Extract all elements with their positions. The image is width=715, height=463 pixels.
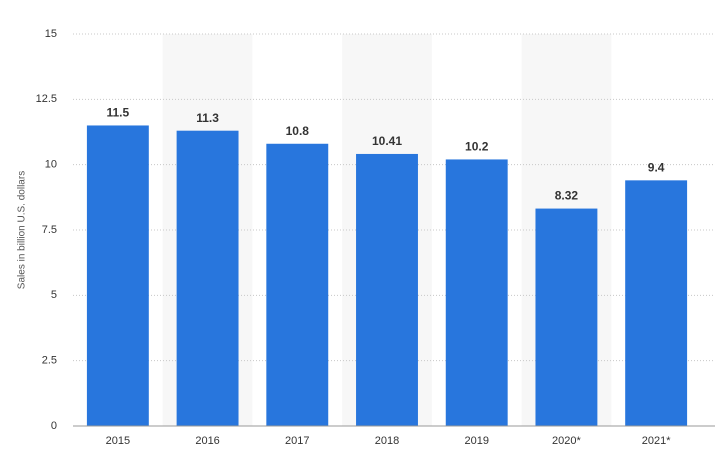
x-tick-label: 2020*: [552, 435, 581, 447]
value-label: 11.3: [196, 111, 219, 125]
value-label: 10.2: [465, 140, 489, 154]
y-axis-title: Sales in billion U.S. dollars: [17, 171, 28, 289]
value-label: 10.8: [286, 124, 310, 138]
bar: [625, 180, 688, 426]
bar: [176, 130, 239, 426]
y-tick-label: 5: [51, 289, 57, 301]
bar: [445, 159, 508, 426]
bar: [535, 208, 598, 426]
bar: [86, 125, 149, 426]
bar: [266, 143, 329, 426]
value-label: 8.32: [555, 189, 579, 203]
value-label: 10.41: [372, 134, 402, 148]
y-tick-label: 15: [45, 28, 57, 40]
y-tick-label: 0: [51, 420, 57, 432]
x-tick-label: 2018: [375, 435, 399, 447]
y-tick-label: 12.5: [36, 93, 57, 105]
value-label: 11.5: [107, 106, 130, 120]
x-tick-label: 2015: [106, 435, 130, 447]
value-label: 9.4: [648, 161, 665, 175]
x-tick-label: 2021*: [642, 435, 671, 447]
y-tick-label: 10: [45, 159, 57, 171]
x-tick-label: 2019: [464, 435, 488, 447]
bar: [356, 153, 418, 426]
x-tick-label: 2016: [195, 435, 219, 447]
y-tick-label: 2.5: [42, 355, 57, 367]
x-tick-label: 2017: [285, 435, 309, 447]
y-tick-label: 7.5: [42, 224, 57, 236]
